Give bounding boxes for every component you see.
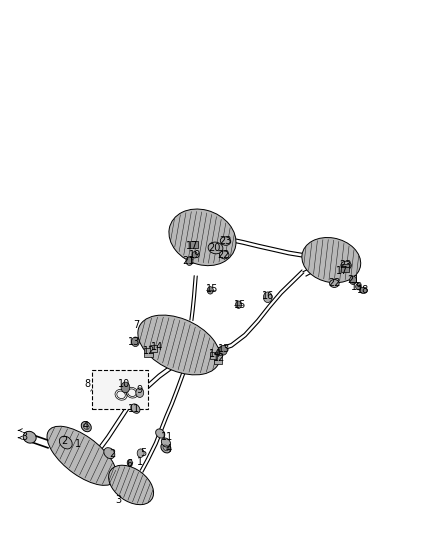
Circle shape xyxy=(186,257,193,265)
Circle shape xyxy=(219,345,227,355)
Ellipse shape xyxy=(81,422,91,432)
Text: 15: 15 xyxy=(234,300,246,310)
Ellipse shape xyxy=(341,261,351,270)
Text: 12: 12 xyxy=(213,353,225,362)
Text: 10: 10 xyxy=(118,379,130,389)
Text: 21: 21 xyxy=(347,274,359,285)
Circle shape xyxy=(137,449,144,457)
Circle shape xyxy=(131,337,139,346)
Circle shape xyxy=(121,382,130,393)
Text: 16: 16 xyxy=(261,290,274,301)
Text: 1: 1 xyxy=(74,439,81,449)
Text: 19: 19 xyxy=(351,281,364,292)
Circle shape xyxy=(127,459,132,466)
Bar xyxy=(92,370,148,409)
Text: 17: 17 xyxy=(336,266,348,276)
Text: 23: 23 xyxy=(219,236,232,246)
Circle shape xyxy=(136,388,144,398)
Ellipse shape xyxy=(219,251,229,259)
Text: 23: 23 xyxy=(339,261,351,270)
Ellipse shape xyxy=(138,315,220,375)
Ellipse shape xyxy=(104,448,115,458)
Text: 7: 7 xyxy=(133,320,139,330)
Text: 14: 14 xyxy=(151,342,163,352)
Text: 18: 18 xyxy=(357,285,370,295)
Ellipse shape xyxy=(329,279,339,287)
Ellipse shape xyxy=(169,209,236,265)
Ellipse shape xyxy=(131,404,140,413)
Text: 5: 5 xyxy=(140,448,146,458)
Bar xyxy=(190,240,198,248)
Text: 13: 13 xyxy=(218,344,230,354)
Circle shape xyxy=(356,284,361,290)
Bar xyxy=(144,348,153,357)
Text: 3: 3 xyxy=(115,495,121,505)
Circle shape xyxy=(263,292,272,303)
Text: 12: 12 xyxy=(143,346,155,357)
Text: 19: 19 xyxy=(189,250,201,260)
Ellipse shape xyxy=(220,237,231,245)
Ellipse shape xyxy=(208,242,223,254)
Circle shape xyxy=(350,276,357,285)
Text: 2: 2 xyxy=(61,437,67,447)
Circle shape xyxy=(236,301,242,309)
Ellipse shape xyxy=(161,438,170,447)
Ellipse shape xyxy=(360,287,367,294)
Text: 11: 11 xyxy=(128,403,140,414)
Circle shape xyxy=(192,252,197,258)
Circle shape xyxy=(207,287,213,294)
Text: 20: 20 xyxy=(208,243,221,253)
Text: 4: 4 xyxy=(82,421,88,431)
Text: 13: 13 xyxy=(128,337,140,347)
Ellipse shape xyxy=(47,426,117,486)
Text: 22: 22 xyxy=(217,250,230,260)
Bar xyxy=(210,352,217,359)
Ellipse shape xyxy=(302,238,361,282)
Text: 2: 2 xyxy=(110,449,116,459)
Bar xyxy=(341,264,349,272)
Text: 17: 17 xyxy=(186,241,198,252)
Text: 11: 11 xyxy=(161,432,173,442)
Text: 8: 8 xyxy=(85,379,91,389)
Ellipse shape xyxy=(155,429,165,438)
Text: 14: 14 xyxy=(208,349,221,359)
Text: 1: 1 xyxy=(137,457,143,466)
Text: 3: 3 xyxy=(21,432,27,442)
Text: 22: 22 xyxy=(328,278,341,288)
Text: 9: 9 xyxy=(137,384,143,394)
Text: 15: 15 xyxy=(206,284,218,294)
Bar xyxy=(150,345,157,352)
Text: 4: 4 xyxy=(166,445,172,455)
Ellipse shape xyxy=(109,465,154,505)
Ellipse shape xyxy=(60,436,72,449)
Ellipse shape xyxy=(23,431,36,443)
Ellipse shape xyxy=(161,443,171,453)
Text: 21: 21 xyxy=(182,256,195,266)
Bar xyxy=(214,355,223,364)
Text: 6: 6 xyxy=(127,459,133,469)
